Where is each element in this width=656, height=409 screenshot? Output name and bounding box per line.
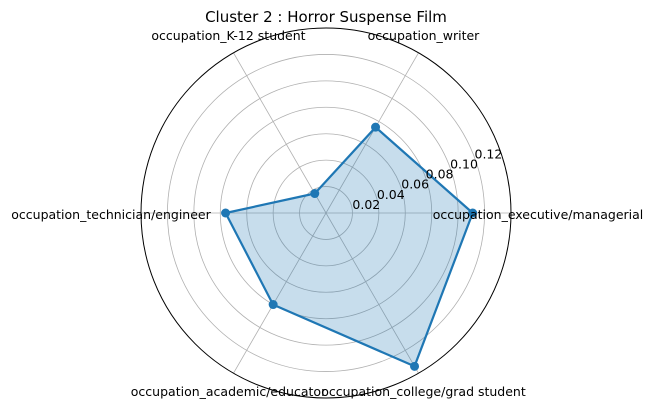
- radial-tick-label: 0.08: [426, 167, 454, 182]
- outer-frame: [140, 27, 512, 399]
- radial-tick-label: 0.10: [450, 156, 478, 171]
- spoke-line: [233, 212, 327, 374]
- spoke-line: [325, 52, 419, 214]
- category-label: occupation_college/grad student: [321, 384, 526, 399]
- category-label: occupation_writer: [368, 28, 481, 43]
- chart-title: Cluster 2 : Horror Suspense Film: [205, 8, 447, 26]
- data-point: [310, 189, 320, 199]
- category-label: occupation_K-12 student: [151, 28, 305, 43]
- data-point: [410, 361, 420, 371]
- axis-labels: occupation_executive/managerial occupatio…: [11, 28, 643, 399]
- spoke-line: [325, 212, 419, 374]
- radial-tick-label: 0.12: [475, 146, 503, 161]
- data-point: [221, 208, 231, 218]
- radar-series: [221, 122, 478, 371]
- radar-grid: [140, 27, 512, 399]
- data-point: [268, 300, 278, 310]
- radial-tick-label: 0.04: [377, 187, 405, 202]
- series-fill: [225, 127, 473, 367]
- category-label: occupation_academic/educator: [131, 384, 327, 399]
- data-point: [468, 208, 478, 218]
- spoke-line: [233, 52, 327, 214]
- radial-ticks: 0.020.040.060.080.100.12: [352, 146, 502, 212]
- radial-tick-label: 0.06: [401, 177, 429, 192]
- data-point: [371, 122, 381, 132]
- category-label: occupation_executive/managerial: [433, 207, 644, 222]
- radial-tick-label: 0.02: [352, 197, 380, 212]
- category-label: occupation_technician/engineer: [11, 207, 211, 222]
